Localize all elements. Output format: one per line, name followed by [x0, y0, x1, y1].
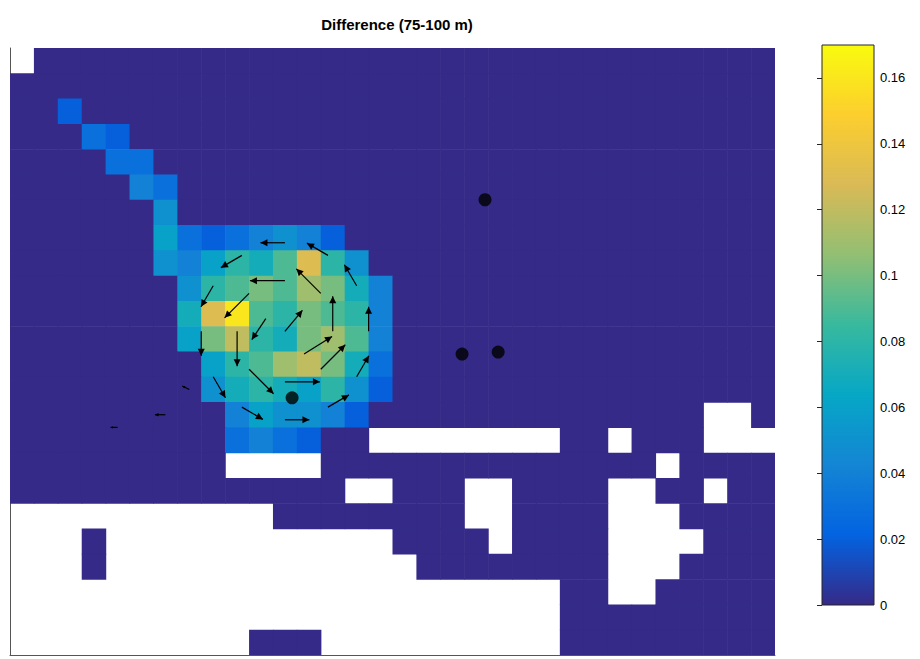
svg-text:Difference (75-100 m): Difference (75-100 m)	[321, 16, 473, 33]
svg-text:0.04: 0.04	[880, 466, 905, 481]
svg-text:0.08: 0.08	[880, 334, 905, 349]
svg-text:0.12: 0.12	[880, 202, 905, 217]
svg-text:0.16: 0.16	[880, 70, 905, 85]
svg-text:0.1: 0.1	[880, 268, 898, 283]
svg-text:0: 0	[880, 598, 887, 613]
svg-text:0.06: 0.06	[880, 400, 905, 415]
svg-text:0.14: 0.14	[880, 136, 905, 151]
svg-text:0.02: 0.02	[880, 532, 905, 547]
